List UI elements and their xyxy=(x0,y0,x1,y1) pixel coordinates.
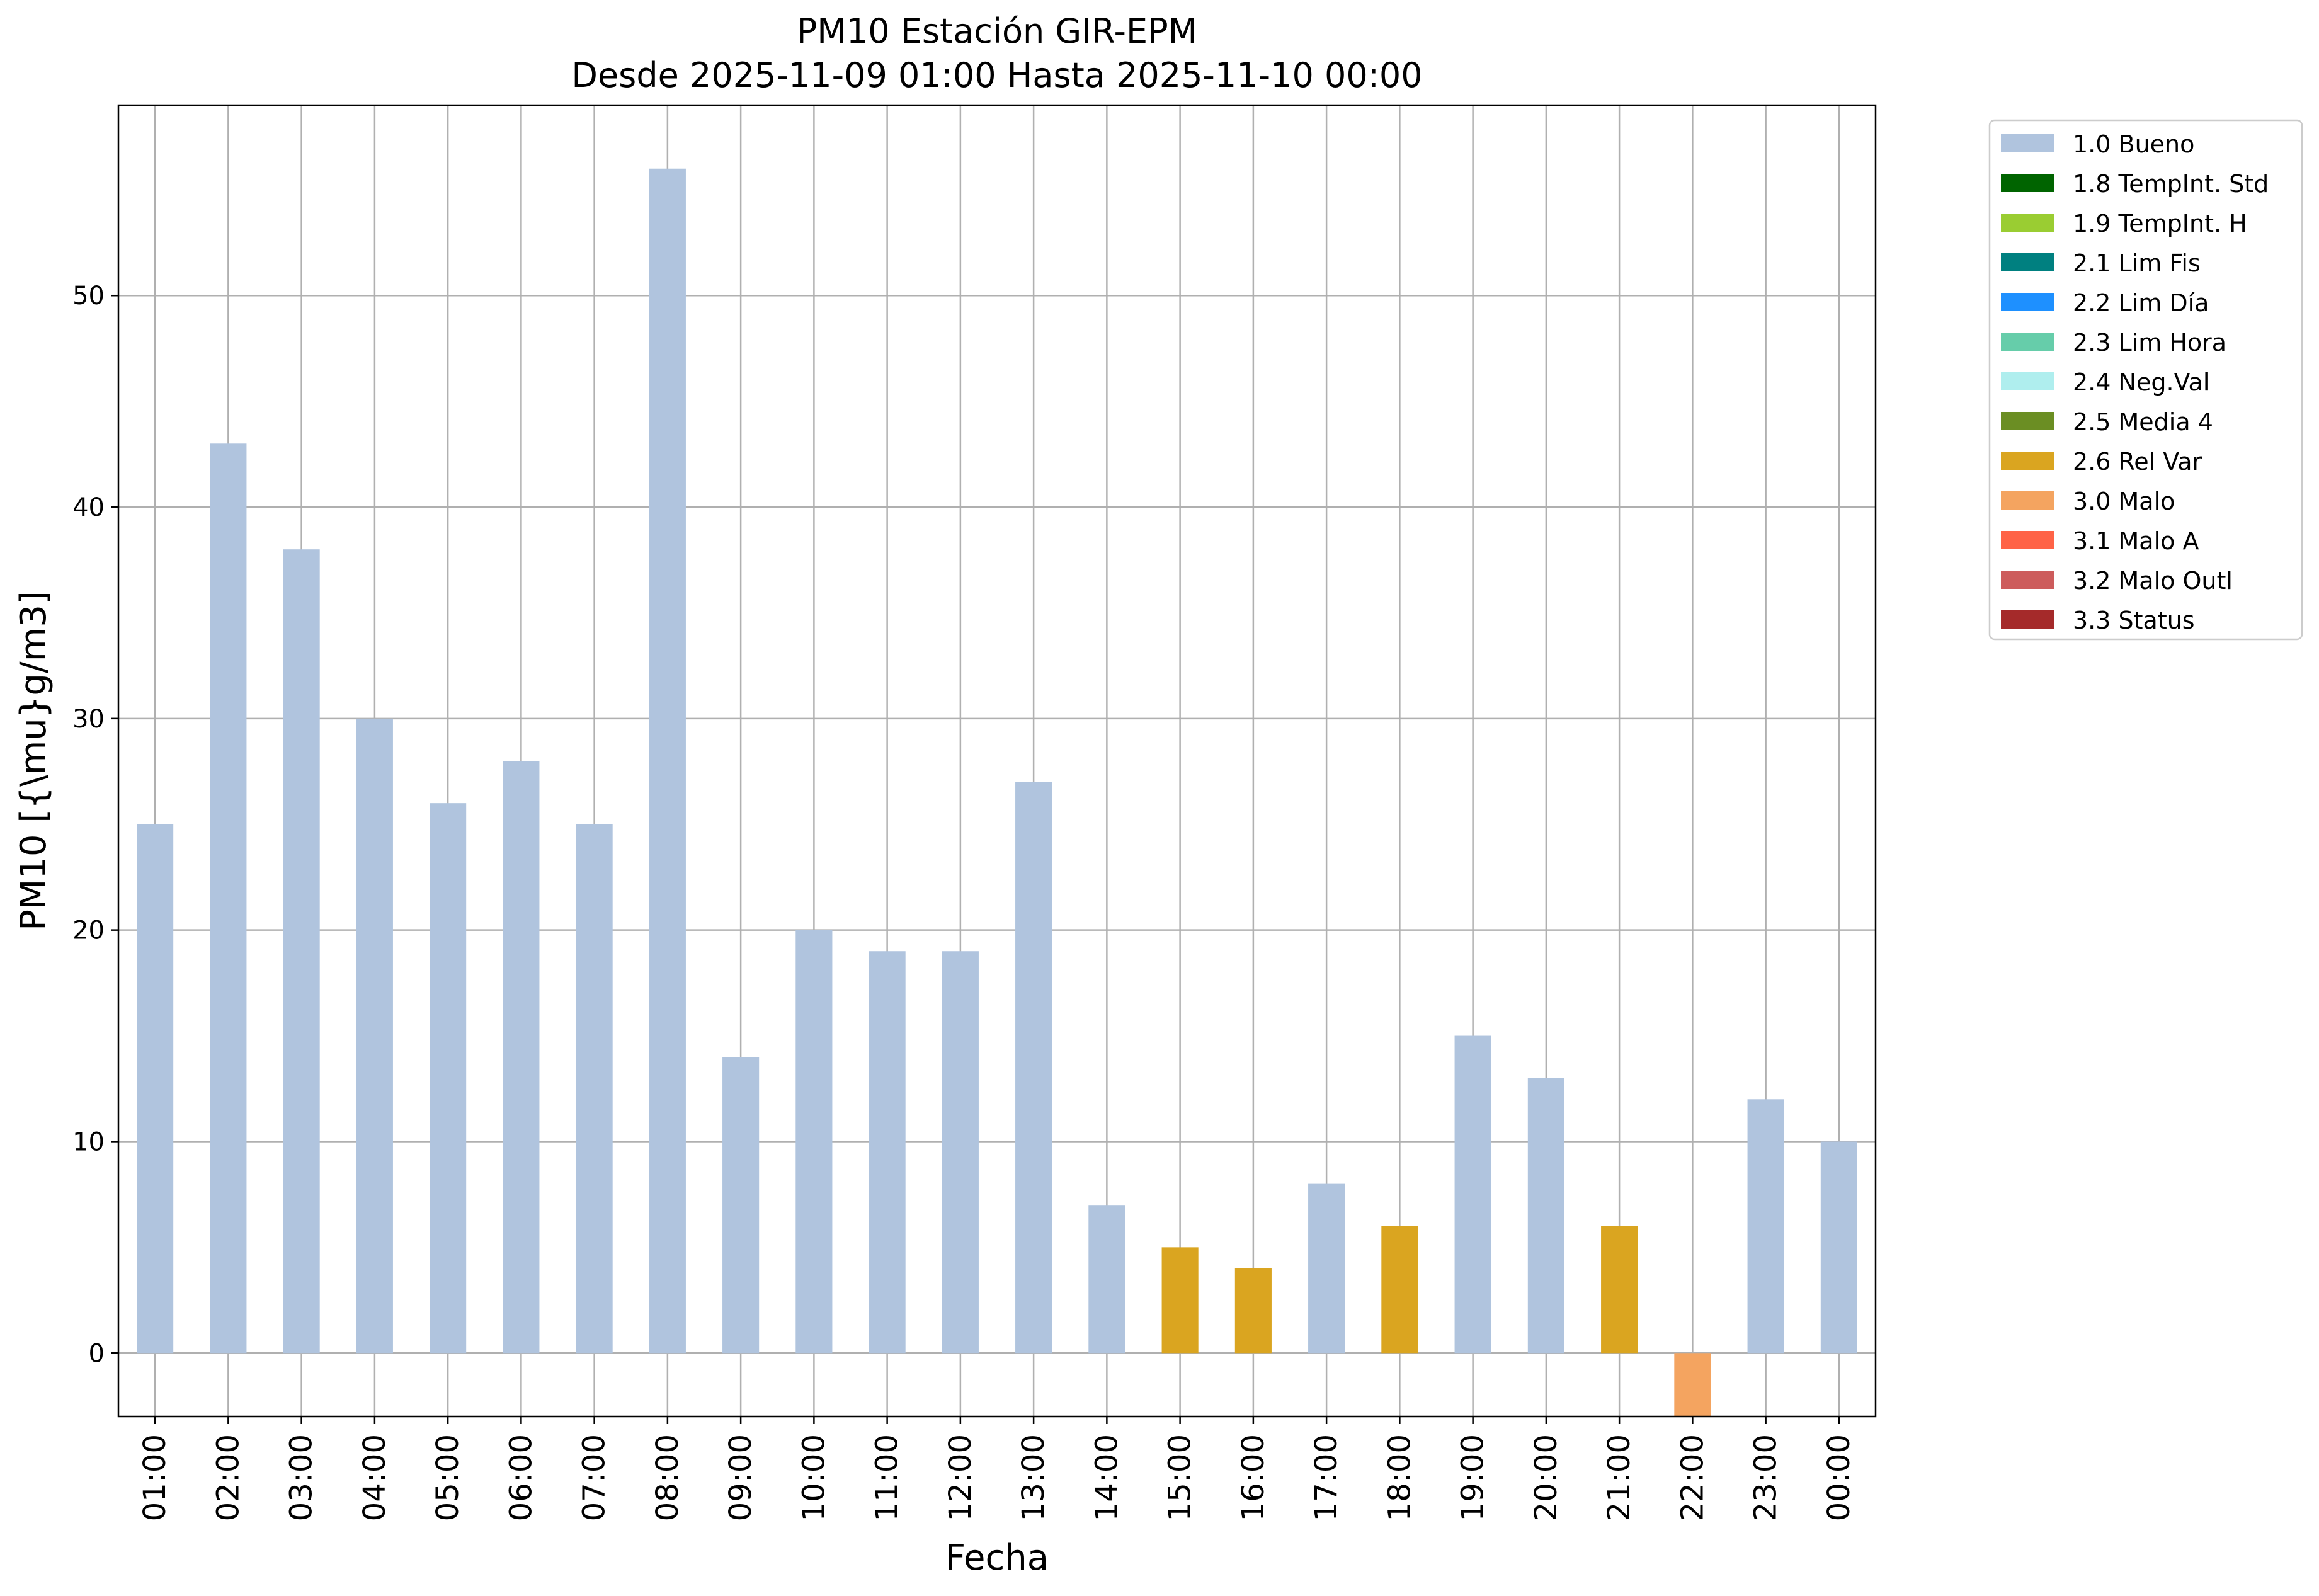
legend-label: 1.0 Bueno xyxy=(2073,130,2194,158)
x-tick-label: 00:00 xyxy=(1821,1434,1857,1521)
y-tick-label: 30 xyxy=(72,705,105,734)
x-tick-label: 18:00 xyxy=(1382,1434,1417,1521)
y-axis-ticks: 0 10 20 30 40 50 xyxy=(72,282,118,1368)
chart-subtitle: Desde 2025-11-09 01:00 Hasta 2025-11-10 … xyxy=(571,55,1422,95)
legend-label: 1.8 TempInt. Std xyxy=(2073,170,2269,198)
legend-label: 3.1 Malo A xyxy=(2073,527,2199,555)
bar xyxy=(503,761,540,1354)
legend-label: 3.2 Malo Outl xyxy=(2073,567,2233,595)
legend-label: 3.3 Status xyxy=(2073,607,2195,634)
legend-swatch xyxy=(2001,491,2054,510)
x-tick-label: 04:00 xyxy=(357,1434,392,1521)
legend-label: 2.2 Lim Día xyxy=(2073,289,2209,317)
legend-label: 2.1 Lim Fis xyxy=(2073,249,2201,277)
legend-swatch xyxy=(2001,174,2054,192)
bar xyxy=(1015,782,1052,1354)
y-tick-label: 50 xyxy=(72,282,105,311)
x-axis-label: Fecha xyxy=(945,1537,1049,1578)
bar xyxy=(1308,1183,1345,1354)
bar xyxy=(869,951,906,1354)
bars xyxy=(137,168,1857,1416)
bar xyxy=(1747,1099,1784,1354)
legend-swatch xyxy=(2001,412,2054,430)
bar xyxy=(1088,1205,1125,1354)
bar xyxy=(1820,1141,1857,1354)
legend-label: 2.3 Lim Hora xyxy=(2073,329,2226,356)
x-tick-label: 13:00 xyxy=(1016,1434,1051,1521)
bar xyxy=(1454,1035,1491,1354)
x-tick-label: 05:00 xyxy=(430,1434,465,1521)
x-tick-label: 09:00 xyxy=(723,1434,758,1521)
legend-swatch xyxy=(2001,293,2054,311)
x-tick-label: 23:00 xyxy=(1748,1434,1784,1521)
bar xyxy=(649,168,686,1354)
x-tick-label: 16:00 xyxy=(1236,1434,1271,1521)
y-axis-label: PM10 [{\mu}g/m3] xyxy=(13,591,54,931)
x-tick-label: 22:00 xyxy=(1675,1434,1710,1521)
x-tick-label: 12:00 xyxy=(943,1434,978,1521)
bar xyxy=(356,718,393,1354)
bar xyxy=(1674,1353,1711,1416)
plot-frame xyxy=(117,104,1877,1418)
legend-swatch xyxy=(2001,214,2054,232)
y-tick-label: 0 xyxy=(89,1339,105,1368)
bar xyxy=(137,824,174,1354)
x-axis-ticks: 01:00 02:00 03:00 04:00 05:00 06:00 07:00 08:00… xyxy=(137,1416,1857,1521)
legend-label: 2.6 Rel Var xyxy=(2073,448,2202,476)
bar xyxy=(1234,1268,1272,1354)
bar xyxy=(722,1057,760,1354)
y-tick-label: 10 xyxy=(72,1127,105,1156)
x-tick-label: 01:00 xyxy=(137,1434,173,1521)
x-tick-label: 11:00 xyxy=(870,1434,905,1521)
chart-title: PM10 Estación GIR-EPM xyxy=(797,11,1198,51)
legend-label: 2.5 Media 4 xyxy=(2073,408,2213,436)
bar xyxy=(1601,1226,1638,1354)
bar xyxy=(1527,1078,1564,1354)
x-tick-label: 03:00 xyxy=(284,1434,319,1521)
y-tick-label: 40 xyxy=(72,493,105,522)
legend-swatch xyxy=(2001,531,2054,549)
legend-swatch xyxy=(2001,333,2054,351)
x-tick-label: 14:00 xyxy=(1089,1434,1124,1521)
bar xyxy=(210,443,247,1354)
legend-swatch xyxy=(2001,610,2054,629)
bar xyxy=(1161,1247,1199,1354)
legend-label: 1.9 TempInt. H xyxy=(2073,210,2247,237)
legend-swatch xyxy=(2001,571,2054,589)
x-tick-label: 02:00 xyxy=(210,1434,246,1521)
legend-label: 3.0 Malo xyxy=(2073,487,2175,515)
legend-swatch xyxy=(2001,372,2054,390)
bar xyxy=(430,803,467,1354)
x-tick-label: 10:00 xyxy=(796,1434,831,1521)
legend-swatch xyxy=(2001,134,2054,152)
x-tick-label: 08:00 xyxy=(650,1434,685,1521)
x-tick-label: 17:00 xyxy=(1309,1434,1344,1521)
legend-label: 2.4 Neg.Val xyxy=(2073,368,2209,396)
bar xyxy=(942,951,979,1354)
legend-swatch xyxy=(2001,253,2054,271)
x-tick-label: 15:00 xyxy=(1163,1434,1198,1521)
x-tick-label: 21:00 xyxy=(1602,1434,1637,1521)
x-tick-label: 06:00 xyxy=(503,1434,538,1521)
legend-swatch xyxy=(2001,452,2054,470)
x-tick-label: 20:00 xyxy=(1529,1434,1564,1521)
y-tick-label: 20 xyxy=(72,916,105,945)
legend: 1.0 Bueno 1.8 TempInt. Std 1.9 TempInt. H 2… xyxy=(1988,119,2303,641)
bar xyxy=(283,549,320,1354)
bar xyxy=(576,824,613,1354)
bar xyxy=(795,930,833,1354)
x-tick-label: 19:00 xyxy=(1456,1434,1491,1521)
bar xyxy=(1381,1226,1418,1354)
x-tick-label: 07:00 xyxy=(577,1434,612,1521)
legend-frame xyxy=(1988,119,2303,641)
